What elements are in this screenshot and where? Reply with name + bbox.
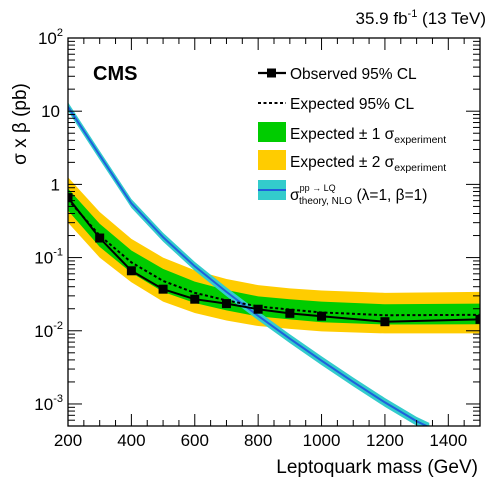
observed-point	[68, 193, 73, 203]
experiment-label: CMS	[93, 63, 137, 85]
legend-band2: Expected ± 2 σexperiment	[258, 150, 446, 174]
y-axis-label: σ x β (pb)	[10, 83, 31, 165]
legend-observed-label: Observed 95% CL	[290, 66, 417, 83]
legend-band1: Expected ± 1 σexperiment	[258, 122, 446, 146]
x-tick-label: 600	[181, 431, 209, 450]
legend-expected: Expected 95% CL	[258, 96, 414, 113]
observed-point	[221, 299, 231, 309]
observed-point	[253, 304, 263, 314]
x-tick-label: 1400	[429, 431, 467, 450]
legend-theory-label: σpp → LQ theory, NLO (λ=1, β=1)	[290, 183, 427, 207]
observed-point	[380, 317, 390, 327]
y-tick-label: 1	[51, 175, 60, 194]
y-tick-label: 102	[38, 27, 63, 48]
x-tick-label: 800	[244, 431, 272, 450]
legend: Observed 95% CL Expected 95% CL Expected…	[258, 66, 446, 207]
observed-markers	[68, 193, 480, 327]
observed-point	[475, 314, 480, 324]
x-axis-label: Leptoquark mass (GeV)	[276, 457, 478, 478]
observed-point	[317, 311, 327, 321]
x-tick-label: 1200	[366, 431, 404, 450]
y-tick-label: 10-3	[34, 393, 63, 414]
observed-point	[158, 284, 168, 294]
legend-observed: Observed 95% CL	[258, 66, 417, 83]
theory-cross-section-line	[68, 106, 429, 426]
plot-frame	[67, 37, 481, 427]
x-tick-label: 400	[117, 431, 145, 450]
lumi-label: 35.9 fb-1 (13 TeV)	[356, 8, 486, 28]
legend-theory: σpp → LQ theory, NLO (λ=1, β=1)	[258, 180, 427, 207]
observed-point	[126, 266, 136, 276]
legend-band2-label: Expected ± 2 σexperiment	[290, 154, 446, 174]
expected-1sigma-band	[68, 188, 480, 325]
legend-band1-label: Expected ± 1 σexperiment	[290, 126, 446, 146]
y-axis-ticks: 10-3 10-2 10-1 1 10 102	[34, 27, 480, 427]
x-tick-label: 200	[54, 431, 82, 450]
y-tick-label: 10-2	[34, 320, 63, 341]
observed-point	[285, 308, 295, 318]
observed-point	[190, 294, 200, 304]
x-axis-ticks: 200 400 600 800 1000 1200 1400	[54, 38, 481, 450]
y-tick-label: 10	[41, 102, 60, 121]
legend-expected-label: Expected 95% CL	[290, 96, 414, 113]
observed-point	[95, 233, 105, 243]
y-tick-label: 10-1	[34, 247, 63, 268]
x-tick-label: 1000	[303, 431, 341, 450]
